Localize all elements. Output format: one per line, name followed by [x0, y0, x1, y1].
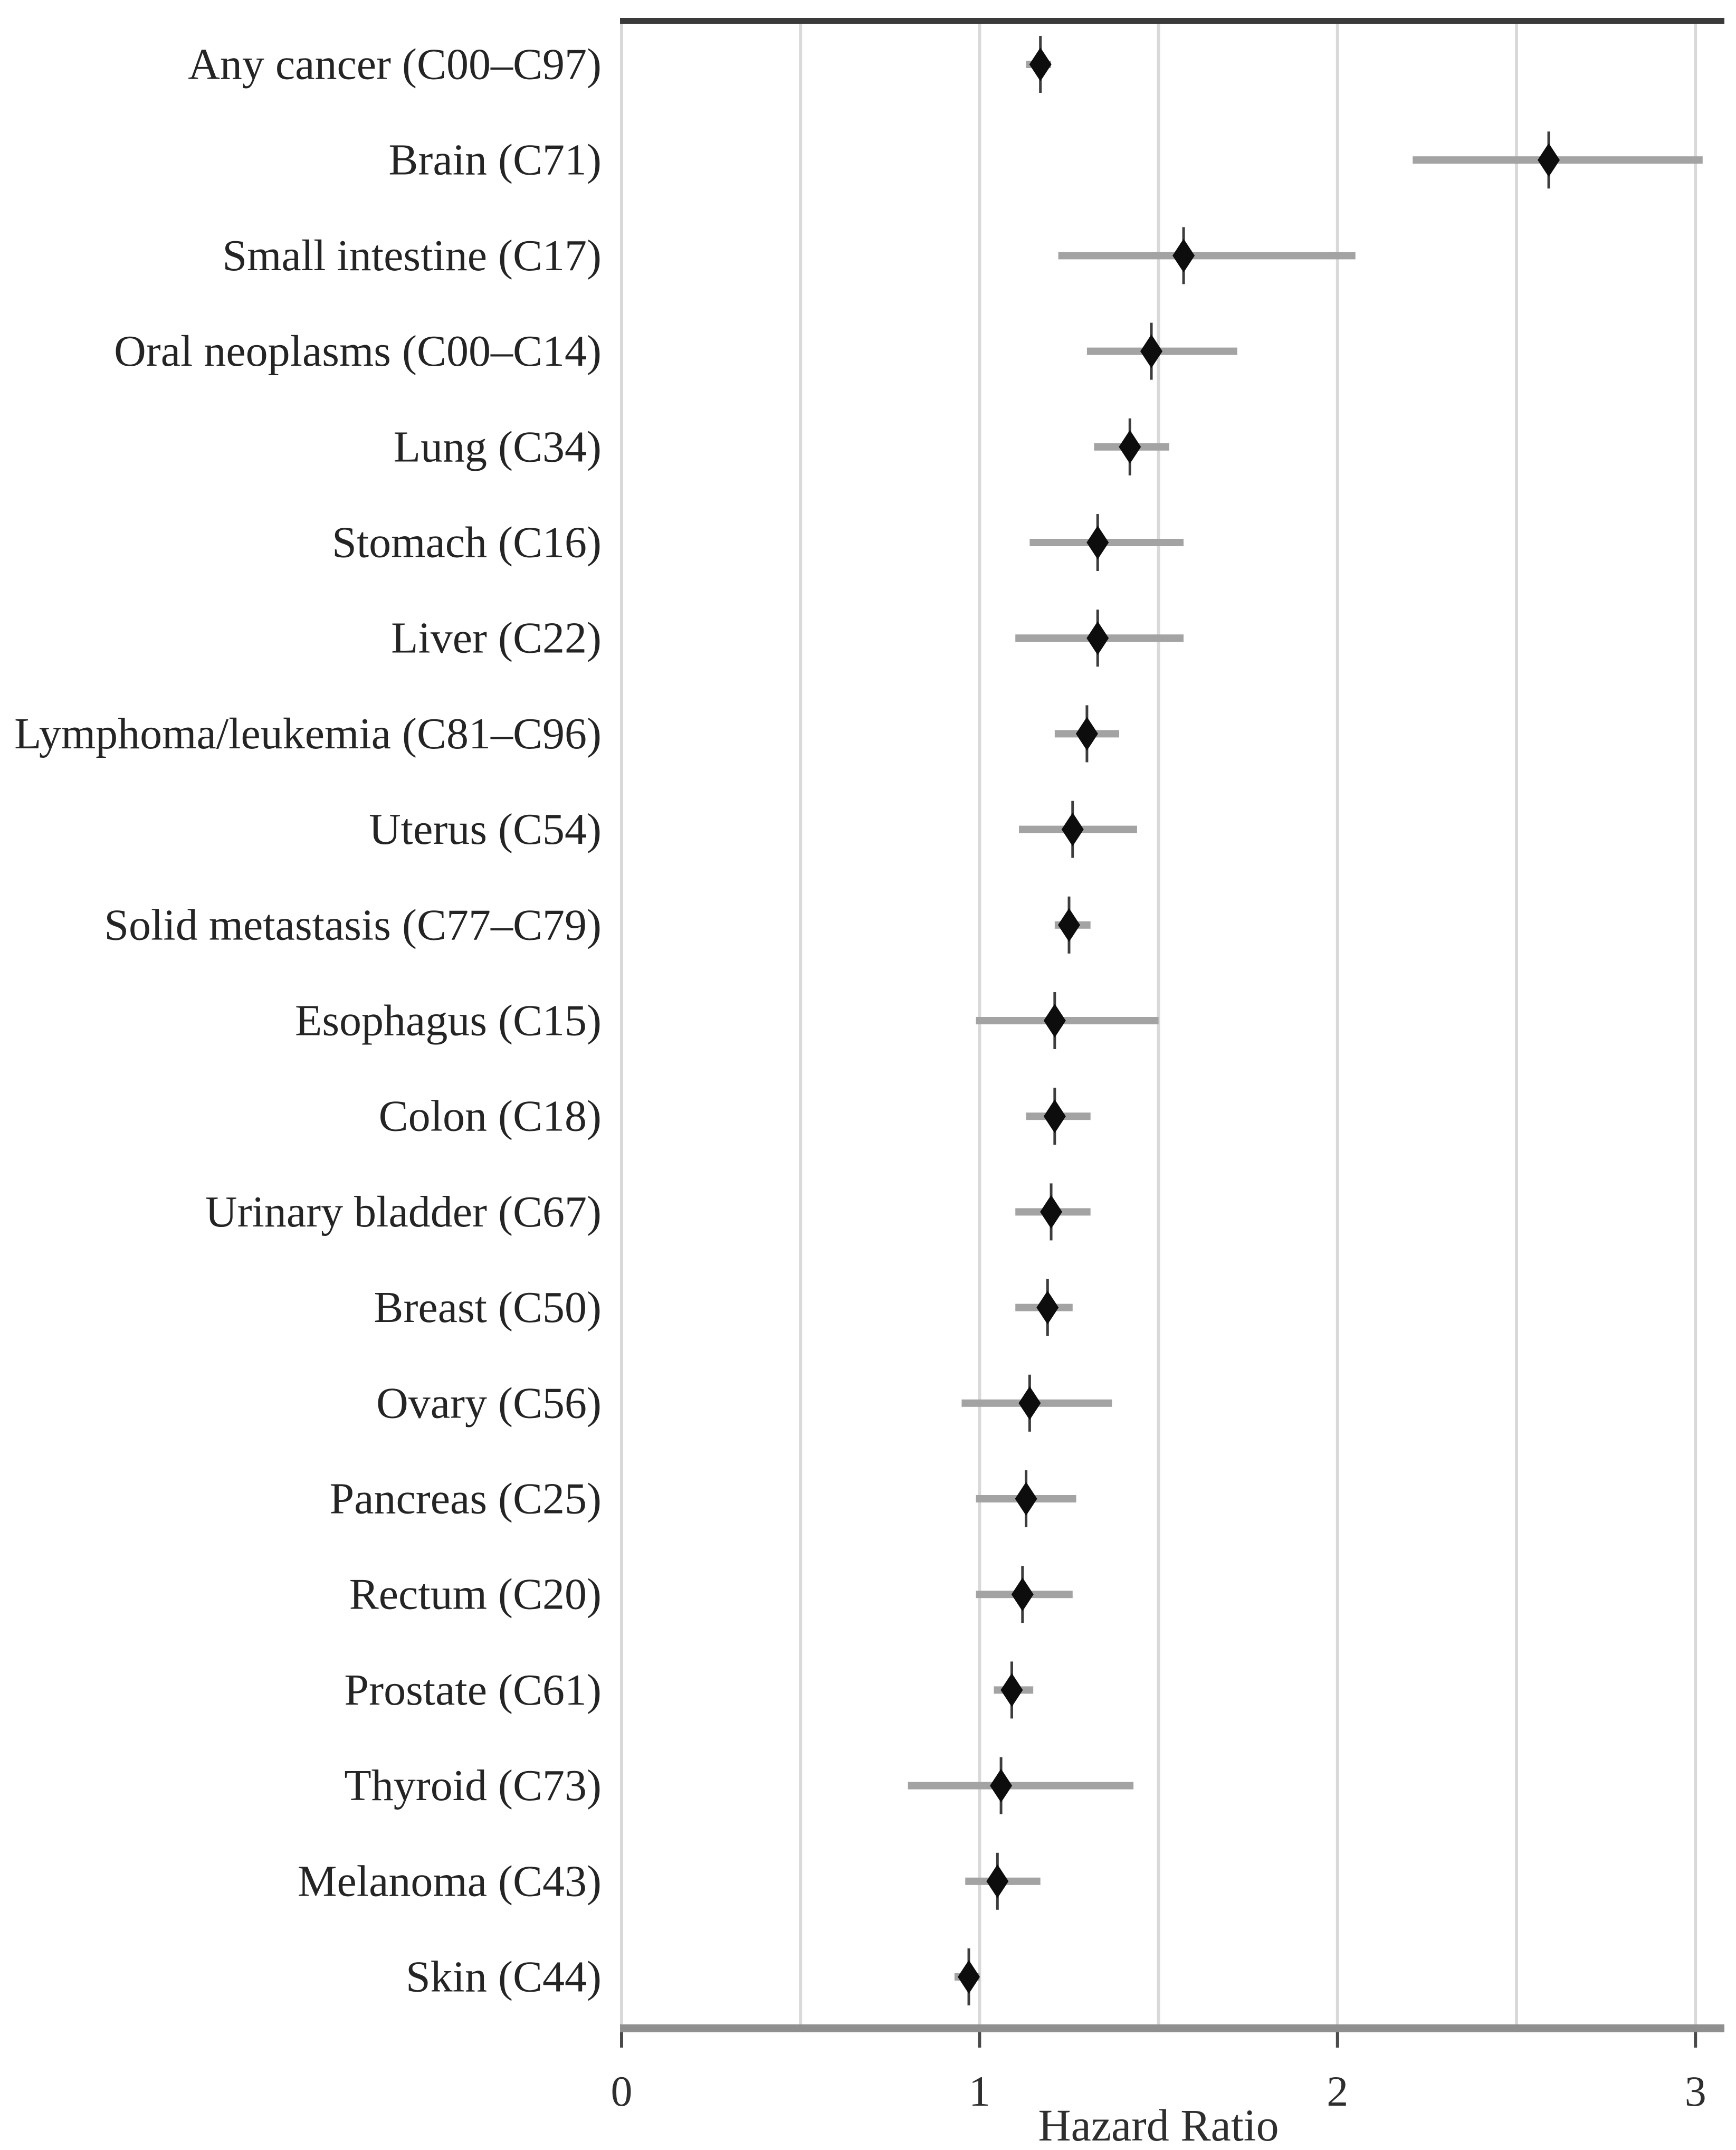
forest-row: Rectum (C20) — [349, 1566, 1073, 1623]
forest-row: Melanoma (C43) — [298, 1852, 1041, 1910]
forest-row: Thyroid (C73) — [344, 1757, 1134, 1814]
forest-row: Stomach (C16) — [332, 514, 1184, 571]
x-axis-line — [620, 2024, 1724, 2032]
row-label: Liver (C22) — [391, 614, 602, 663]
x-axis-tick — [1694, 2032, 1697, 2048]
row-label: Colon (C18) — [379, 1092, 602, 1141]
point-marker — [1011, 1577, 1034, 1612]
point-marker — [1036, 1290, 1059, 1325]
forest-row: Liver (C22) — [391, 610, 1184, 667]
x-tick-label: 1 — [969, 2067, 990, 2115]
row-label: Breast (C50) — [374, 1283, 602, 1332]
point-marker — [1172, 239, 1195, 273]
x-axis-title: Hazard Ratio — [1038, 2100, 1279, 2150]
forest-rows-group: Any cancer (C00–C97) Brain (C71) Small int… — [14, 36, 1703, 2005]
point-marker — [990, 1768, 1013, 1803]
forest-row: Prostate (C61) — [344, 1661, 1034, 1719]
x-axis-tick — [1336, 2032, 1339, 2048]
forest-row: Ovary (C56) — [376, 1374, 1112, 1432]
x-axis-tick — [620, 2032, 623, 2048]
row-label: Thyroid (C73) — [344, 1761, 602, 1810]
x-tick-label: 0 — [611, 2067, 633, 2115]
point-marker — [1075, 717, 1098, 751]
row-label: Rectum (C20) — [349, 1570, 602, 1619]
point-marker — [1058, 908, 1080, 942]
row-label: Prostate (C61) — [344, 1666, 602, 1715]
forest-row: Solid metastasis (C77–C79) — [104, 896, 1091, 954]
x-axis-tick — [978, 2032, 981, 2048]
forest-row: Breast (C50) — [374, 1279, 1073, 1336]
forest-row: Oral neoplasms (C00–C14) — [114, 322, 1237, 380]
x-tick-label: 3 — [1685, 2067, 1706, 2115]
point-marker — [1000, 1673, 1023, 1707]
row-label: Solid metastasis (C77–C79) — [104, 900, 602, 949]
row-label: Any cancer (C00–C97) — [188, 40, 602, 89]
point-marker — [1043, 1099, 1066, 1134]
point-marker — [1140, 334, 1163, 368]
row-label: Pancreas (C25) — [330, 1474, 602, 1524]
point-marker — [1086, 526, 1109, 559]
row-label: Oral neoplasms (C00–C14) — [114, 327, 602, 376]
point-marker — [1015, 1482, 1037, 1516]
forest-row: Small intestine (C17) — [222, 227, 1356, 284]
point-marker — [1040, 1195, 1063, 1229]
ci-bar — [908, 1782, 1134, 1790]
forest-row: Lung (C34) — [394, 418, 1169, 475]
row-label: Melanoma (C43) — [298, 1857, 602, 1906]
point-marker — [1029, 47, 1052, 81]
plot-top-border — [620, 18, 1724, 24]
ci-bar — [1058, 252, 1356, 260]
point-marker — [986, 1864, 1009, 1898]
forest-row: Pancreas (C25) — [330, 1470, 1076, 1527]
row-label: Urinary bladder (C67) — [205, 1187, 602, 1236]
x-axis-ticks-group: 0 1 2 3 — [611, 2032, 1706, 2115]
point-marker — [1086, 621, 1109, 655]
row-label: Ovary (C56) — [376, 1378, 602, 1428]
forest-row: Skin (C44) — [406, 1948, 980, 2005]
forest-row: Esophagus (C15) — [295, 992, 1159, 1049]
point-marker — [1119, 430, 1141, 464]
forest-row: Urinary bladder (C67) — [205, 1183, 1091, 1241]
row-label: Esophagus (C15) — [295, 996, 602, 1045]
row-label: Uterus (C54) — [369, 805, 602, 854]
forest-row: Any cancer (C00–C97) — [188, 36, 1052, 93]
x-tick-label: 2 — [1327, 2067, 1348, 2115]
point-marker — [1538, 143, 1560, 177]
row-label: Stomach (C16) — [332, 518, 602, 567]
ci-bar — [976, 1017, 1159, 1024]
point-marker — [958, 1960, 980, 1994]
forest-row: Uterus (C54) — [369, 801, 1137, 858]
point-marker — [1043, 1004, 1066, 1038]
row-label: Small intestine (C17) — [222, 231, 602, 280]
row-label: Skin (C44) — [406, 1953, 602, 2002]
point-marker — [1018, 1386, 1041, 1420]
forest-row: Brain (C71) — [388, 131, 1703, 189]
point-marker — [1061, 812, 1084, 846]
forest-row: Colon (C18) — [379, 1088, 1091, 1145]
row-label: Brain (C71) — [388, 136, 602, 185]
row-label: Lymphoma/leukemia (C81–C96) — [14, 709, 602, 758]
row-label: Lung (C34) — [394, 422, 602, 471]
forest-row: Lymphoma/leukemia (C81–C96) — [14, 705, 1119, 763]
